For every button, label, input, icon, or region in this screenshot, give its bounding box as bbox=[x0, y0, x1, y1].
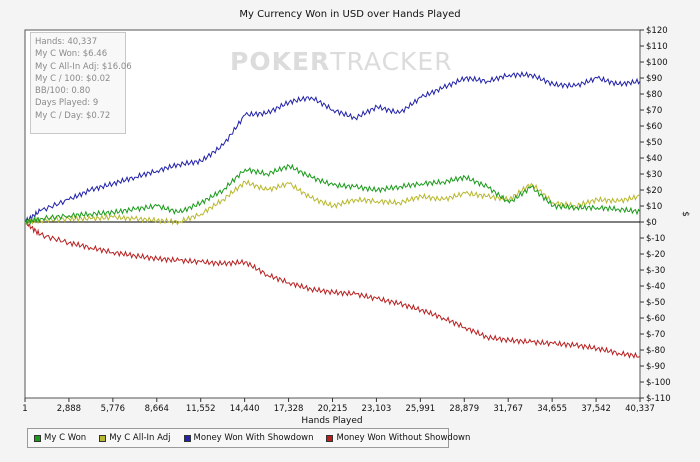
y-tick-label: $10 bbox=[646, 202, 662, 212]
legend-label: My C Won bbox=[44, 433, 87, 443]
x-tick-label: 5,776 bbox=[101, 404, 125, 414]
y-tick-label: $70 bbox=[646, 106, 662, 116]
x-tick-label: 25,991 bbox=[405, 404, 435, 414]
series-line-my-c-won bbox=[24, 163, 641, 227]
y-tick-label: $0 bbox=[646, 218, 657, 228]
legend-swatch bbox=[99, 434, 107, 442]
watermark-light: TRACKER bbox=[330, 47, 453, 76]
x-tick-label: 28,879 bbox=[449, 404, 479, 414]
series-line-my-c-all-in-adj bbox=[24, 179, 641, 226]
x-tick-label: 1 bbox=[22, 404, 27, 414]
stats-box: Hands: 40,337 My C Won: $6.46 My C All-In … bbox=[30, 32, 132, 134]
stat-line: My C Won: $6.46 bbox=[35, 49, 108, 60]
y-tick-label: $20 bbox=[646, 186, 662, 196]
x-tick-label: 8,664 bbox=[145, 404, 169, 414]
x-tick-label: 17,328 bbox=[274, 404, 304, 414]
stat-line: BB/100: 0.80 bbox=[35, 86, 91, 97]
series-lines bbox=[24, 70, 641, 359]
y-tick-label: $-20 bbox=[646, 250, 665, 260]
series-line-money-won-without-showdown bbox=[24, 219, 641, 359]
watermark-bold: POKER bbox=[230, 47, 331, 76]
plot-background bbox=[24, 29, 641, 399]
x-tick-label: 31,767 bbox=[493, 404, 523, 414]
stat-line: My C / Day: $0.72 bbox=[35, 110, 111, 121]
stat-line: Days Played: 9 bbox=[35, 98, 99, 109]
stat-line: Hands: 40,337 bbox=[35, 37, 98, 47]
x-tick-label: 37,542 bbox=[581, 404, 611, 414]
y-tick-label: $90 bbox=[646, 74, 662, 84]
x-tick-label: 34,655 bbox=[537, 404, 567, 414]
y-tick-label: $-10 bbox=[646, 234, 665, 244]
legend-item: Money Won With Showdown bbox=[183, 433, 314, 443]
y-tick-label: $-50 bbox=[646, 298, 665, 308]
legend-label: Money Won Without Showdown bbox=[336, 433, 471, 443]
y-tick-label: $110 bbox=[646, 42, 668, 52]
chart-title: My Currency Won in USD over Hands Played bbox=[239, 9, 461, 20]
legend-swatch bbox=[34, 434, 41, 442]
stat-line: My C / 100: $0.02 bbox=[35, 73, 111, 84]
legend-item: My C Won bbox=[34, 433, 86, 443]
y-tick-label: $-110 bbox=[646, 394, 671, 404]
x-tick-label: 14,440 bbox=[230, 404, 260, 414]
stat-line: My C All-In Adj: $16.06 bbox=[35, 61, 132, 72]
legend-swatch bbox=[326, 434, 334, 442]
x-tick-label: 20,215 bbox=[318, 404, 348, 414]
legend-swatch bbox=[183, 434, 191, 442]
x-axis-label: Hands Played bbox=[301, 416, 362, 426]
legend-item: My C All-In Adj bbox=[99, 433, 171, 443]
y-tick-label: $100 bbox=[646, 58, 668, 68]
y-tick-label: $30 bbox=[646, 170, 662, 180]
x-axis: 1 2,888 5,776 8,664 11,552 14,440 17,328 20,215… bbox=[22, 398, 655, 414]
legend: My C Won My C All-In Adj Money Won With Sh… bbox=[27, 428, 470, 448]
legend-label: My C All-In Adj bbox=[109, 433, 171, 443]
series-line-money-won-with-showdown bbox=[24, 70, 641, 224]
x-tick-label: 40,337 bbox=[625, 404, 655, 414]
y-tick-label: $-60 bbox=[646, 314, 665, 324]
y-tick-label: $80 bbox=[646, 90, 662, 100]
y-tick-label: $-70 bbox=[646, 330, 665, 340]
x-tick-label: 11,552 bbox=[186, 404, 216, 414]
y-tick-label: $40 bbox=[646, 154, 662, 164]
y-axis: $120 $110 $100 $90 $80 $70 $60 $50 $40 $30 $20 $10 $… bbox=[25, 26, 671, 404]
y-tick-label: $-30 bbox=[646, 266, 665, 276]
y-tick-label: $-90 bbox=[646, 362, 665, 372]
x-tick-label: 23,103 bbox=[362, 404, 392, 414]
legend-item: Money Won Without Showdown bbox=[326, 433, 470, 443]
y-axis-label: $ bbox=[680, 211, 690, 217]
y-tick-label: $-80 bbox=[646, 346, 665, 356]
x-tick-label: 2,888 bbox=[57, 404, 81, 414]
y-tick-label: $120 bbox=[646, 26, 668, 36]
y-tick-label: $-100 bbox=[646, 378, 671, 388]
y-tick-label: $60 bbox=[646, 122, 662, 132]
y-tick-label: $50 bbox=[646, 138, 662, 148]
legend-label: Money Won With Showdown bbox=[193, 433, 314, 443]
pokertracker-watermark: POKERTRACKER bbox=[230, 47, 453, 76]
y-tick-label: $-40 bbox=[646, 282, 665, 292]
